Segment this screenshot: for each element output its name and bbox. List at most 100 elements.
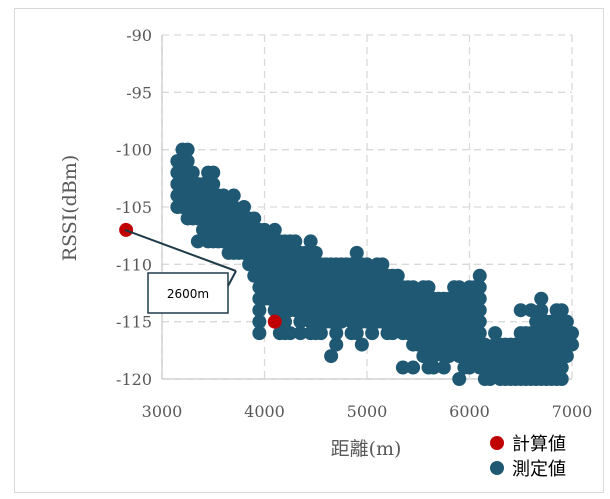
data-point-measured: [534, 291, 549, 306]
data-point-measured: [206, 177, 221, 192]
y-tick-label: -110: [116, 255, 152, 274]
data-point-measured: [431, 337, 446, 352]
data-point-measured: [472, 314, 487, 329]
data-point-measured: [360, 257, 374, 272]
y-tick-label: -120: [116, 370, 152, 389]
data-point-measured: [472, 280, 487, 295]
annotation-text: 2600m: [167, 287, 209, 301]
data-point-measured: [288, 234, 303, 249]
data-point-measured: [554, 360, 569, 375]
series-measured: [170, 142, 579, 386]
y-tick-label: -115: [116, 313, 152, 332]
data-point-measured: [385, 326, 400, 341]
data-point-measured: [442, 349, 456, 364]
x-tick-label: 3000: [142, 402, 183, 421]
data-point-calculated: [267, 314, 282, 329]
data-point-measured: [329, 326, 344, 341]
y-tick-label: -90: [126, 26, 152, 45]
data-point-measured: [483, 372, 497, 386]
y-tick-label: -105: [116, 198, 152, 217]
data-point-measured: [252, 303, 267, 318]
data-point-measured: [324, 349, 339, 364]
y-tick-label: -100: [116, 141, 152, 160]
data-point-measured: [554, 303, 569, 318]
data-point-measured: [513, 303, 528, 318]
data-point-measured: [206, 165, 221, 180]
data-point-measured: [436, 360, 451, 375]
data-point-measured: [395, 360, 410, 375]
data-point-measured: [283, 326, 298, 341]
annotation: 2600m: [124, 229, 237, 314]
x-axis-title: 距離(m): [331, 438, 402, 460]
data-point-measured: [472, 291, 487, 306]
data-point-measured: [416, 349, 431, 364]
data-point-measured: [365, 326, 380, 341]
x-tick-label: 4000: [244, 402, 285, 421]
data-point-measured: [334, 314, 349, 329]
data-point-measured: [303, 234, 318, 249]
y-axis-title: RSSI(dBm): [59, 155, 81, 261]
data-point-measured: [462, 360, 477, 375]
x-tick-label: 7000: [552, 402, 593, 421]
data-point-measured: [565, 337, 579, 352]
data-point-measured: [426, 360, 441, 375]
data-point-measured: [406, 360, 421, 375]
data-point-measured: [375, 257, 390, 272]
x-tick-label: 5000: [347, 402, 388, 421]
data-point-measured: [329, 337, 344, 352]
data-point-measured: [252, 326, 267, 341]
data-point-measured: [421, 280, 436, 295]
data-point-measured: [554, 372, 569, 386]
data-point-measured: [452, 280, 467, 295]
annotation-leader-line: [124, 229, 237, 272]
legend-marker-measured: [490, 461, 504, 475]
y-tick-label: -95: [126, 83, 152, 102]
data-point-measured: [360, 314, 374, 329]
data-point-measured: [247, 211, 262, 226]
data-point-measured: [406, 280, 421, 295]
data-point-measured: [267, 222, 282, 237]
data-point-measured: [190, 234, 205, 249]
data-point-measured: [308, 314, 323, 329]
data-point-measured: [426, 349, 441, 364]
data-point-measured: [524, 303, 538, 318]
data-point-measured: [226, 200, 241, 214]
data-point-measured: [534, 303, 549, 318]
data-point-measured: [354, 337, 369, 352]
data-point-measured: [472, 268, 487, 283]
data-point-measured: [559, 349, 574, 364]
legend-label-measured: 測定値: [512, 459, 566, 480]
data-point-measured: [257, 222, 272, 237]
data-point-measured: [349, 245, 364, 260]
data-point-measured: [477, 337, 492, 352]
data-point-measured: [472, 326, 487, 341]
tick-labels: -90 -95 -100 -105 -110 -115 -120 3000 4000 5000 60…: [116, 26, 592, 421]
data-point-measured: [226, 188, 241, 203]
data-point-measured: [488, 326, 503, 341]
data-point-measured: [313, 326, 328, 341]
data-point-measured: [308, 245, 323, 260]
data-point-measured: [216, 188, 231, 203]
data-point-measured: [565, 326, 579, 341]
data-point-measured: [452, 372, 467, 386]
legend-label-calculated: 計算値: [512, 434, 566, 455]
legend: 計算値 測定値: [490, 434, 566, 480]
data-point-measured: [252, 314, 267, 329]
data-point-measured: [237, 200, 251, 214]
data-point-measured: [390, 268, 405, 283]
legend-marker-calculated: [490, 436, 504, 450]
data-point-measured: [559, 314, 574, 329]
data-point-measured: [293, 314, 308, 329]
data-point-measured: [293, 326, 308, 341]
data-point-measured: [180, 142, 195, 157]
data-point-measured: [349, 326, 364, 341]
data-point-measured: [272, 303, 287, 318]
annotation-box: [147, 272, 229, 314]
annotation-leader-tick: [227, 270, 237, 287]
data-point-measured: [278, 314, 292, 329]
data-point-measured: [401, 326, 415, 341]
data-point-measured: [472, 303, 487, 318]
data-point-measured: [185, 165, 200, 180]
x-tick-label: 6000: [449, 402, 490, 421]
